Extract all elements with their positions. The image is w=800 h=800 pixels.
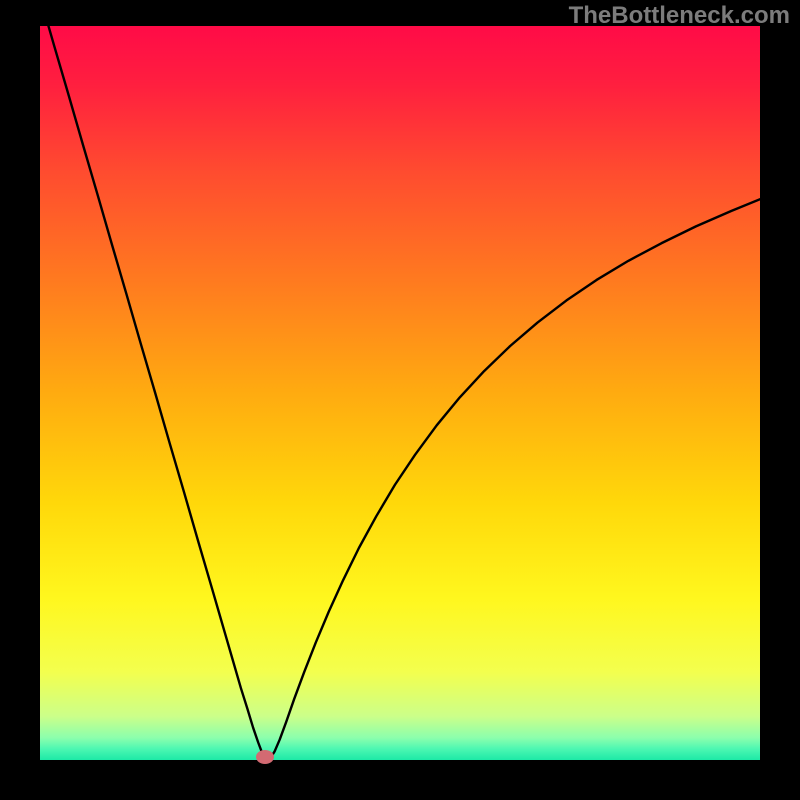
curve-layer [40,26,760,760]
chart-root: TheBottleneck.com [0,0,800,800]
watermark-text: TheBottleneck.com [569,2,790,30]
plot-area [40,26,760,760]
bottleneck-curve [40,26,760,759]
optimum-marker [256,750,274,764]
